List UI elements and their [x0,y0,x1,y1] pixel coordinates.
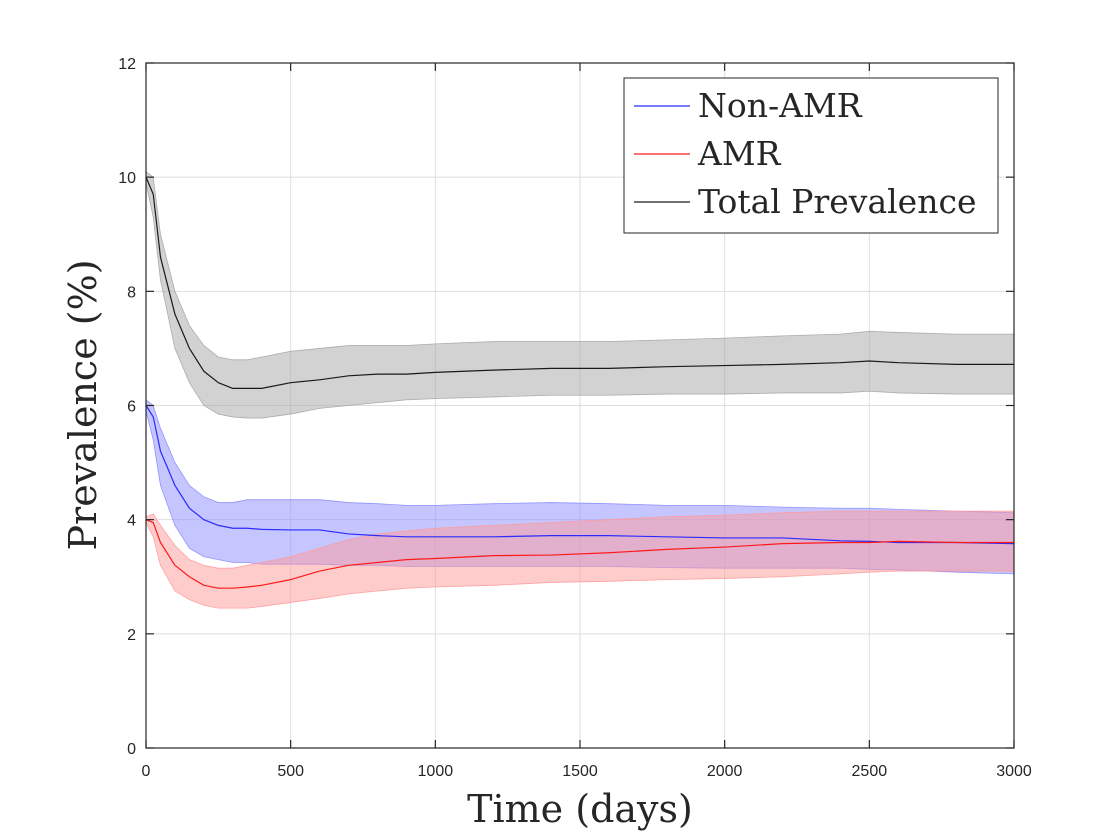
confidence-bands [145,170,1015,609]
x-tick-label: 2500 [852,763,888,780]
x-tick-label: 1000 [418,763,454,780]
x-axis-label: Time (days) [467,787,693,831]
legend-label-non-amr: Non-AMR [698,86,863,125]
y-tick-label: 10 [118,170,136,187]
line-non-amr [145,405,1015,545]
x-tick-label: 2000 [707,763,743,780]
series-lines [145,176,1015,589]
axis-ticks: 0 500 1000 1500 2000 2500 3000 0 2 4 6 8 10 12 [118,56,1032,780]
x-tick-label: 3000 [996,763,1032,780]
x-tick-label: 1500 [562,763,598,780]
x-tick-label: 0 [142,763,151,780]
legend-label-total: Total Prevalence [698,182,976,221]
legend: Non-AMR AMR Total Prevalence [623,77,999,234]
line-total-prevalence [145,176,1014,389]
y-axis-label: Prevalence (%) [61,259,105,550]
y-tick-label: 12 [118,56,136,73]
line-amr [145,519,1014,589]
y-tick-label: 2 [127,627,136,644]
legend-label-amr: AMR [697,134,782,173]
y-tick-label: 4 [127,513,136,530]
legend-box [623,77,999,234]
x-tick-label: 500 [277,763,304,780]
y-tick-label: 0 [127,741,136,758]
y-tick-label: 8 [127,284,136,301]
y-tick-label: 6 [127,399,136,416]
